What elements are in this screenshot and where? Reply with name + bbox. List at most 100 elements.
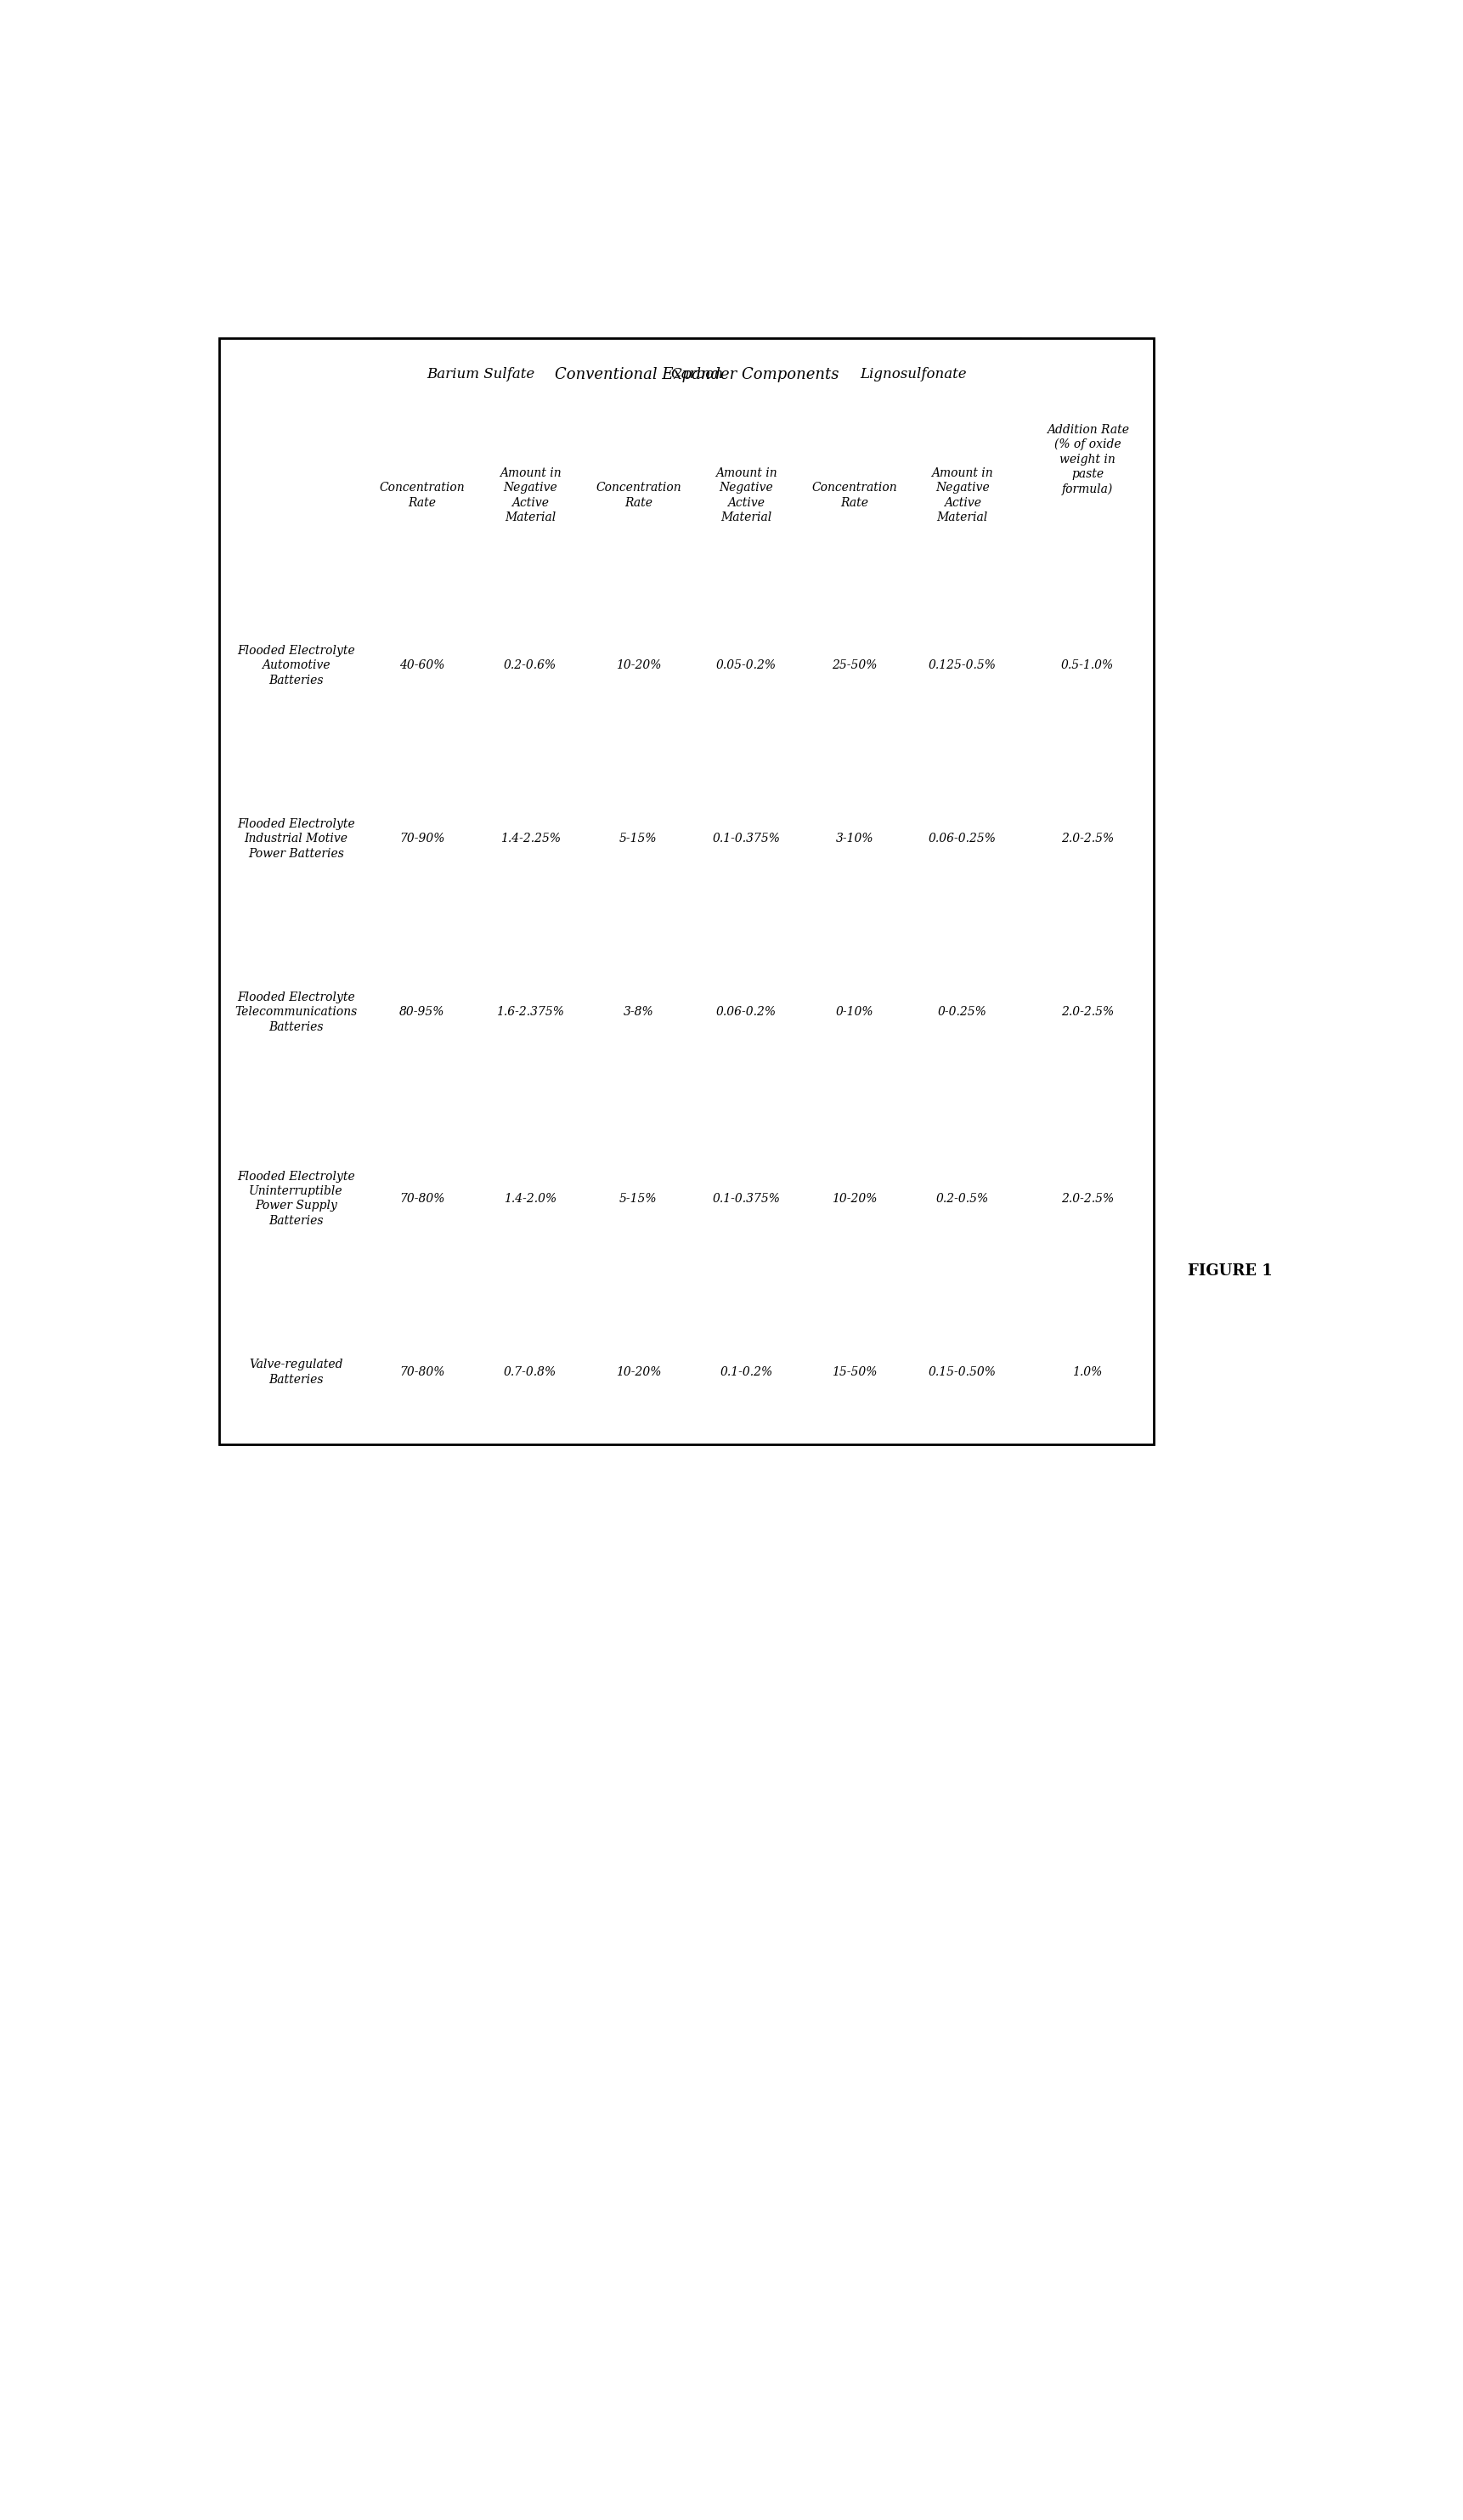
Bar xyxy=(904,411,1021,580)
Bar xyxy=(373,1096,471,1300)
Bar xyxy=(805,411,904,580)
Text: 0.15-0.50%: 0.15-0.50% xyxy=(929,1366,996,1378)
Bar xyxy=(688,751,805,927)
Text: 70-80%: 70-80% xyxy=(399,1366,445,1378)
Bar xyxy=(805,927,904,1096)
Bar xyxy=(1021,338,1154,580)
Bar xyxy=(904,1300,1021,1444)
Text: 40-60%: 40-60% xyxy=(399,660,445,670)
Bar xyxy=(590,751,688,927)
Bar xyxy=(805,1300,904,1444)
Text: 70-90%: 70-90% xyxy=(399,834,445,844)
Text: 0.125-0.5%: 0.125-0.5% xyxy=(929,660,996,670)
Text: 80-95%: 80-95% xyxy=(399,1005,445,1018)
Text: Addition Rate
(% of oxide
weight in
paste
formula): Addition Rate (% of oxide weight in past… xyxy=(1046,423,1129,496)
Text: 2.0-2.5%: 2.0-2.5% xyxy=(1061,1005,1113,1018)
Text: 1.0%: 1.0% xyxy=(1072,1366,1103,1378)
Text: Flooded Electrolyte
Industrial Motive
Power Batteries: Flooded Electrolyte Industrial Motive Po… xyxy=(237,819,356,859)
Bar xyxy=(805,751,904,927)
Bar xyxy=(688,927,805,1096)
Text: 25-50%: 25-50% xyxy=(831,660,876,670)
Bar xyxy=(219,338,373,580)
Bar xyxy=(904,1096,1021,1300)
Bar xyxy=(904,927,1021,1096)
Text: 10-20%: 10-20% xyxy=(831,1192,876,1205)
Text: 5-15%: 5-15% xyxy=(619,834,657,844)
Bar xyxy=(1021,927,1154,1096)
Bar xyxy=(1021,751,1154,927)
Bar xyxy=(688,1096,805,1300)
Bar xyxy=(373,338,590,411)
Bar xyxy=(471,411,590,580)
Text: 2.0-2.5%: 2.0-2.5% xyxy=(1061,834,1113,844)
Text: 1.4-2.25%: 1.4-2.25% xyxy=(500,834,560,844)
Bar xyxy=(688,1300,805,1444)
Text: Barium Sulfate: Barium Sulfate xyxy=(427,368,535,381)
Bar xyxy=(590,580,688,751)
Bar xyxy=(590,1096,688,1300)
Bar xyxy=(373,927,471,1096)
Text: Valve-regulated
Batteries: Valve-regulated Batteries xyxy=(249,1358,342,1386)
Bar xyxy=(590,1300,688,1444)
Bar xyxy=(590,411,688,580)
Bar xyxy=(219,751,373,927)
Bar xyxy=(373,751,471,927)
Bar xyxy=(688,411,805,580)
Bar xyxy=(471,1300,590,1444)
Text: 3-10%: 3-10% xyxy=(835,834,873,844)
Text: 2.0-2.5%: 2.0-2.5% xyxy=(1061,1192,1113,1205)
Text: 0-0.25%: 0-0.25% xyxy=(938,1005,988,1018)
Bar xyxy=(688,580,805,751)
Bar xyxy=(219,580,373,751)
Bar xyxy=(1021,1300,1154,1444)
Bar xyxy=(904,580,1021,751)
Text: 0.2-0.6%: 0.2-0.6% xyxy=(503,660,556,670)
Text: Amount in
Negative
Active
Material: Amount in Negative Active Material xyxy=(499,466,562,524)
Bar xyxy=(471,1096,590,1300)
Bar xyxy=(805,1096,904,1300)
Bar xyxy=(805,580,904,751)
Bar xyxy=(805,338,1021,411)
Text: 0.06-0.2%: 0.06-0.2% xyxy=(717,1005,777,1018)
Bar xyxy=(1021,1096,1154,1300)
Text: FIGURE 1: FIGURE 1 xyxy=(1188,1263,1273,1278)
Text: Amount in
Negative
Active
Material: Amount in Negative Active Material xyxy=(715,466,777,524)
Text: 0.06-0.25%: 0.06-0.25% xyxy=(929,834,996,844)
Bar xyxy=(373,338,1021,411)
Text: Concentration
Rate: Concentration Rate xyxy=(379,481,465,509)
Bar xyxy=(219,1096,373,1300)
Text: Amount in
Negative
Active
Material: Amount in Negative Active Material xyxy=(932,466,993,524)
Bar xyxy=(219,927,373,1096)
Text: Concentration
Rate: Concentration Rate xyxy=(812,481,897,509)
Bar xyxy=(219,338,1154,1444)
Bar xyxy=(373,1300,471,1444)
Text: 1.4-2.0%: 1.4-2.0% xyxy=(503,1192,556,1205)
Text: Carbon: Carbon xyxy=(670,368,723,381)
Text: Flooded Electrolyte
Telecommunications
Batteries: Flooded Electrolyte Telecommunications B… xyxy=(234,990,357,1033)
Text: 70-80%: 70-80% xyxy=(399,1192,445,1205)
Text: 1.6-2.375%: 1.6-2.375% xyxy=(496,1005,565,1018)
Text: Concentration
Rate: Concentration Rate xyxy=(595,481,680,509)
Text: 0.1-0.375%: 0.1-0.375% xyxy=(712,1192,780,1205)
Bar xyxy=(590,338,805,411)
Bar xyxy=(219,1300,373,1444)
Bar xyxy=(904,751,1021,927)
Text: Conventional Expander Components: Conventional Expander Components xyxy=(554,368,840,383)
Bar xyxy=(1021,580,1154,751)
Bar xyxy=(373,580,471,751)
Text: Flooded Electrolyte
Uninterruptible
Power Supply
Batteries: Flooded Electrolyte Uninterruptible Powe… xyxy=(237,1172,356,1227)
Text: 0.1-0.2%: 0.1-0.2% xyxy=(720,1366,772,1378)
Text: 10-20%: 10-20% xyxy=(616,1366,661,1378)
Text: 5-15%: 5-15% xyxy=(619,1192,657,1205)
Text: 3-8%: 3-8% xyxy=(623,1005,654,1018)
Bar xyxy=(471,580,590,751)
Text: 0.5-1.0%: 0.5-1.0% xyxy=(1061,660,1113,670)
Bar xyxy=(590,927,688,1096)
Text: 0.05-0.2%: 0.05-0.2% xyxy=(717,660,777,670)
Text: Flooded Electrolyte
Automotive
Batteries: Flooded Electrolyte Automotive Batteries xyxy=(237,645,356,685)
Text: 0.7-0.8%: 0.7-0.8% xyxy=(503,1366,556,1378)
Bar xyxy=(471,751,590,927)
Text: 0.1-0.375%: 0.1-0.375% xyxy=(712,834,780,844)
Text: Lignosulfonate: Lignosulfonate xyxy=(860,368,967,381)
Bar xyxy=(373,411,471,580)
